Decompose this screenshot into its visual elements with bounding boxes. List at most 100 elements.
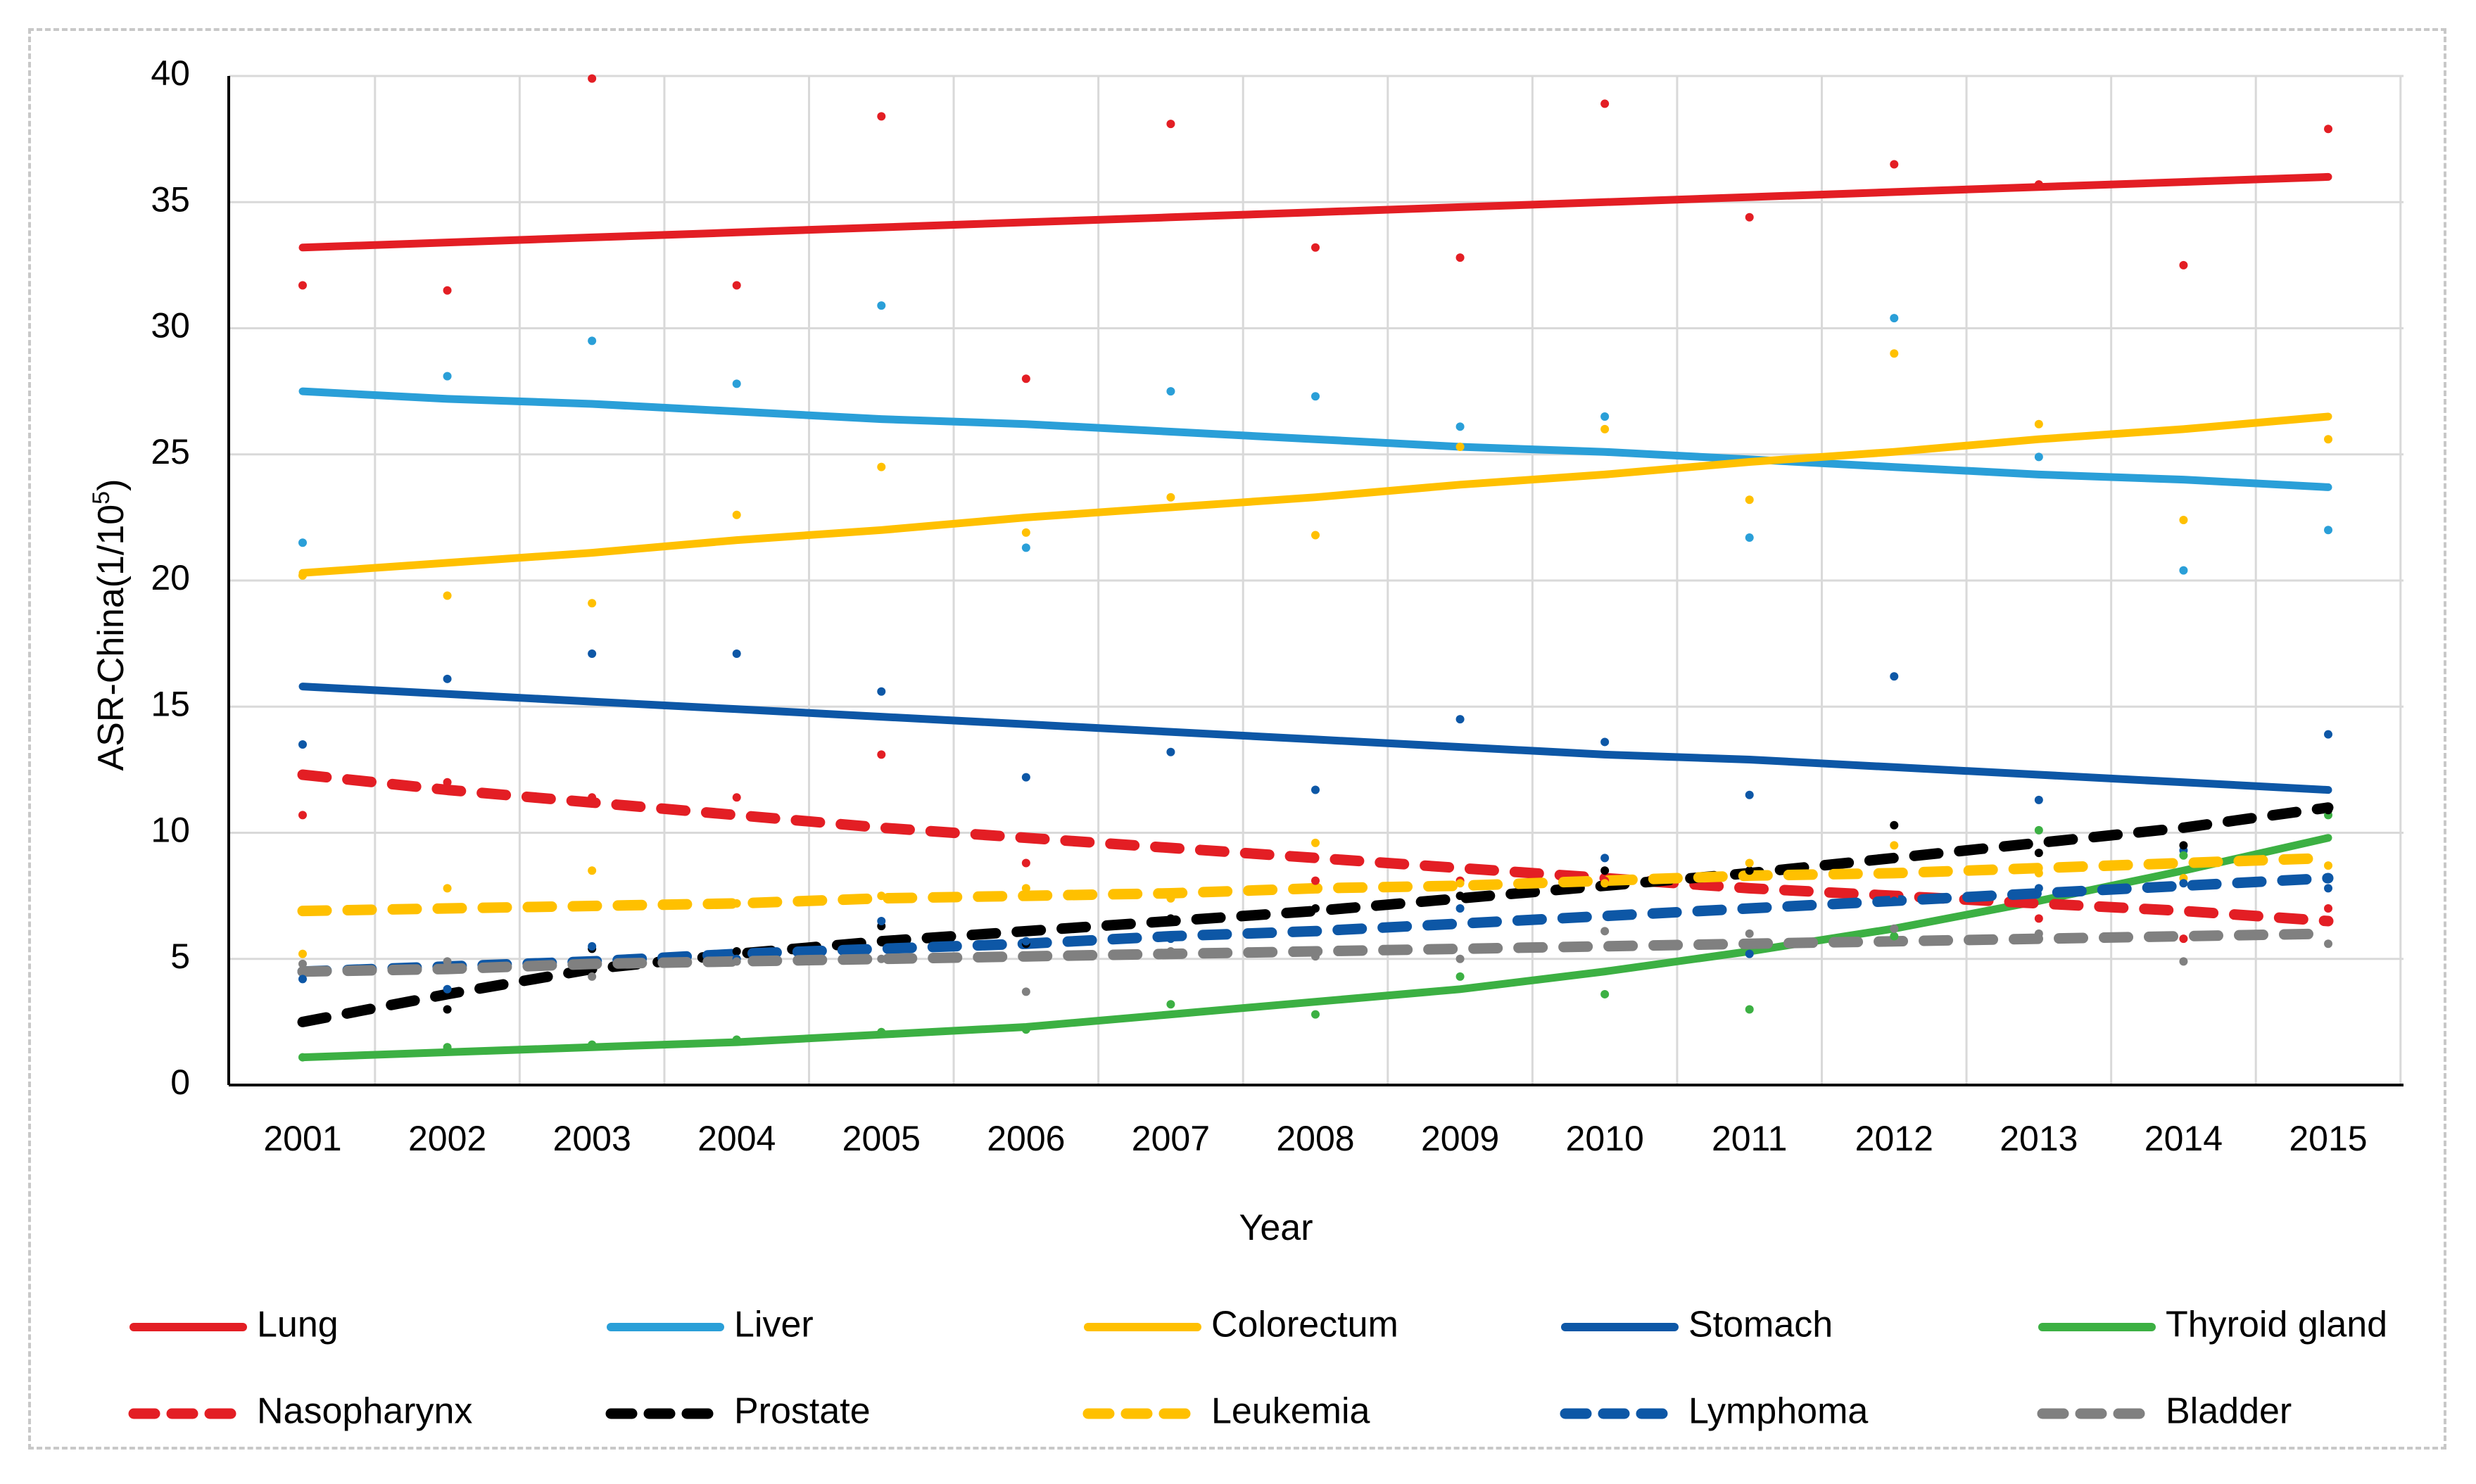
legend-item-thyroid-gland: Thyroid gland xyxy=(2038,1305,2387,1345)
lymphoma-point xyxy=(298,975,307,984)
x-tick-label: 2006 xyxy=(987,1119,1065,1158)
x-tick-label: 2005 xyxy=(842,1119,921,1158)
x-tick-label: 2013 xyxy=(2000,1119,2078,1158)
legend-item-liver: Liver xyxy=(607,1305,814,1345)
nasopharynx-point xyxy=(588,793,597,802)
leukemia-point xyxy=(877,892,886,901)
prostate-point xyxy=(732,946,741,956)
stomach-point xyxy=(2324,730,2332,739)
lymphoma-point xyxy=(1166,934,1175,944)
lung-point xyxy=(1166,120,1175,129)
thyroid-gland-point xyxy=(877,1027,886,1036)
liver-point xyxy=(1455,422,1465,431)
colorectum-point xyxy=(1455,442,1465,451)
bladder-point xyxy=(588,972,597,981)
prostate-point xyxy=(443,1005,452,1014)
lung-point xyxy=(1311,243,1320,252)
lymphoma-point xyxy=(1311,927,1320,936)
x-tick-label: 2004 xyxy=(697,1119,776,1158)
bladder-trend-line xyxy=(297,928,2334,977)
prostate-point xyxy=(1890,820,1899,830)
legend-item-stomach: Stomach xyxy=(1561,1305,1833,1345)
thyroid-gland-point xyxy=(1166,1000,1175,1009)
legend-label: Leukemia xyxy=(1211,1391,1370,1432)
liver-point xyxy=(1890,314,1899,323)
nasopharynx-point xyxy=(1166,844,1175,853)
nasopharynx-point xyxy=(2034,914,2043,923)
x-tick-label: 2009 xyxy=(1421,1119,1499,1158)
bladder-point xyxy=(1455,954,1465,963)
stomach-point xyxy=(1600,737,1610,747)
leukemia-point xyxy=(1600,879,1610,888)
legend-label: Lymphoma xyxy=(1688,1391,1868,1432)
prostate-point xyxy=(1311,904,1320,913)
bladder-point xyxy=(877,954,886,963)
stomach-point xyxy=(732,649,741,658)
colorectum-point xyxy=(1890,349,1899,358)
legend-label: Nasopharynx xyxy=(257,1391,472,1432)
y-tick-label: 0 xyxy=(170,1063,190,1102)
thyroid-gland-point xyxy=(1455,972,1465,981)
leukemia-point xyxy=(732,899,741,908)
legend-item-prostate: Prostate xyxy=(605,1391,871,1432)
lung-point xyxy=(1890,160,1899,169)
stomach-point xyxy=(298,740,307,749)
y-axis-title-base: ASR-China(1/10 xyxy=(91,505,132,771)
legend-label: Prostate xyxy=(734,1391,871,1432)
colorectum-point xyxy=(1600,424,1610,433)
lymphoma-point xyxy=(443,984,452,994)
lymphoma-point xyxy=(2324,884,2332,893)
nasopharynx-point xyxy=(732,793,741,802)
lymphoma-point xyxy=(1455,904,1465,913)
chart-frame xyxy=(28,28,2446,1450)
thyroid-gland-point xyxy=(2179,851,2188,860)
thyroid-gland-point xyxy=(588,1040,597,1049)
leukemia-point xyxy=(1311,838,1320,847)
stomach-point xyxy=(1311,785,1320,794)
lymphoma-point xyxy=(877,916,886,925)
colorectum-point xyxy=(2034,419,2043,429)
x-tick-label: 2007 xyxy=(1132,1119,1210,1158)
stomach-point xyxy=(1455,715,1465,724)
colorectum-point xyxy=(298,571,307,580)
lymphoma-point xyxy=(1890,896,1899,906)
colorectum-point xyxy=(2324,435,2332,444)
legend-label: Bladder xyxy=(2166,1391,2292,1432)
bladder-point xyxy=(2324,939,2332,949)
leukemia-point xyxy=(1021,884,1030,893)
legend-label: Thyroid gland xyxy=(2166,1305,2387,1345)
thyroid-gland-point xyxy=(443,1043,452,1052)
nasopharynx-point xyxy=(298,811,307,820)
leukemia-point xyxy=(1455,879,1465,888)
prostate-point xyxy=(1600,866,1610,875)
bladder-point xyxy=(1021,987,1030,996)
leukemia-point xyxy=(443,884,452,893)
lung-point xyxy=(2179,260,2188,269)
y-tick-label: 35 xyxy=(151,179,190,219)
prostate-point xyxy=(2034,849,2043,858)
nasopharynx-point xyxy=(1745,884,1754,893)
liver-point xyxy=(1600,412,1610,421)
x-tick-label: 2011 xyxy=(1712,1119,1788,1158)
bladder-point xyxy=(2034,929,2043,938)
thyroid-gland-point xyxy=(1890,932,1899,941)
colorectum-point xyxy=(588,599,597,608)
liver-point xyxy=(732,379,741,388)
x-tick-label: 2010 xyxy=(1566,1119,1644,1158)
liver-point xyxy=(2034,452,2043,462)
colorectum-point xyxy=(443,591,452,600)
x-tick-labels: 2001 2002 2003 2004 2005 2006 2007 2008 2009 2010… xyxy=(263,1119,2367,1158)
liver-trend-line xyxy=(298,387,2332,491)
thyroid-gland-point xyxy=(1021,1025,1030,1034)
lung-point xyxy=(2324,125,2332,134)
x-tick-label: 2014 xyxy=(2145,1119,2223,1158)
leukemia-point xyxy=(1745,858,1754,868)
legend-item-nasopharynx: Nasopharynx xyxy=(128,1391,472,1432)
nasopharynx-point xyxy=(877,750,886,759)
colorectum-point xyxy=(732,510,741,519)
y-tick-label: 10 xyxy=(151,811,190,850)
lymphoma-point xyxy=(588,941,597,951)
y-axis-title-exponent: 5 xyxy=(88,491,115,505)
bladder-point xyxy=(298,959,307,968)
